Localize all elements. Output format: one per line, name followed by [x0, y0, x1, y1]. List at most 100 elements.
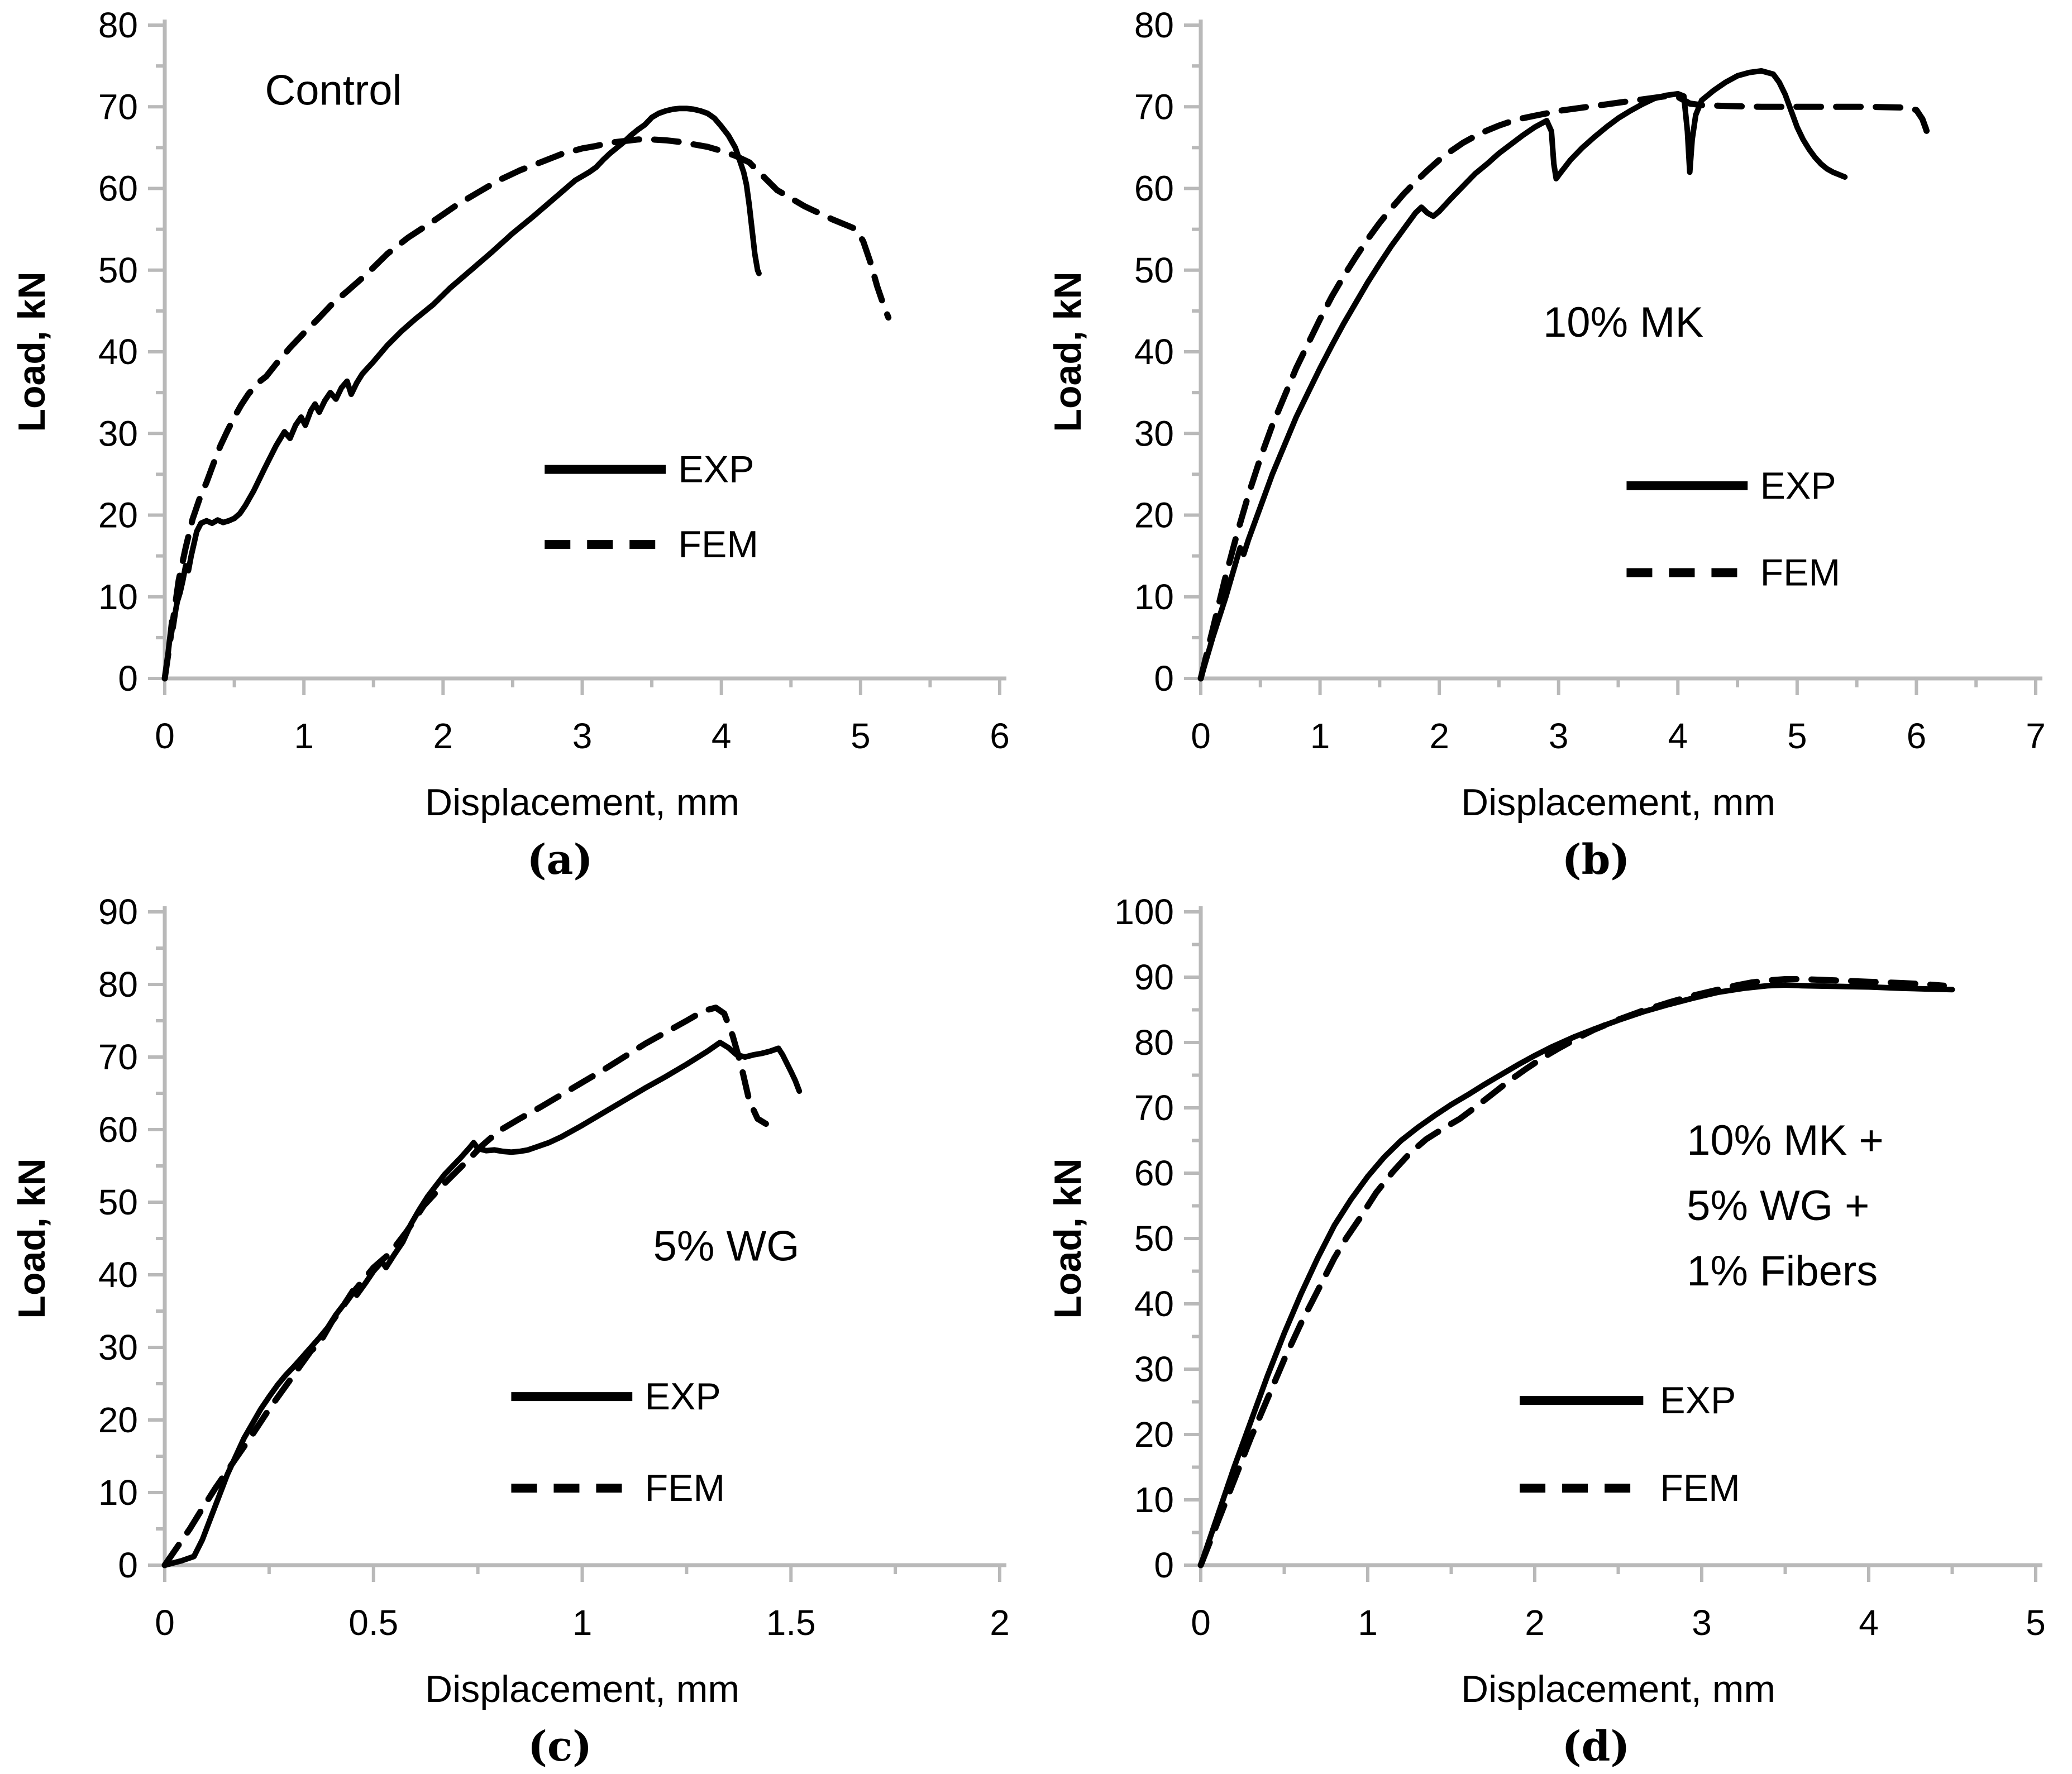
- x-tick-label: 0: [1191, 1603, 1211, 1643]
- series-line-fem: [1197, 976, 1947, 1569]
- legend-label-exp: EXP: [645, 1375, 721, 1418]
- x-tick-label: 7: [2026, 716, 2046, 756]
- chart-panel-a: 0 10 20 30 40 50 60 70 80 0 1 2 3 4 5 6 Displacement, mm…: [0, 0, 1036, 887]
- x-tick-label: 2: [1525, 1603, 1545, 1643]
- x-axis-title: Displacement, mm: [425, 781, 739, 824]
- y-tick-label: 70: [98, 1037, 138, 1077]
- y-tick-label: 70: [98, 87, 138, 127]
- y-tick-label: 90: [1134, 957, 1174, 997]
- y-tick-label: 10: [1134, 577, 1174, 617]
- annotation-line: 10% MK +: [1687, 1117, 1884, 1164]
- y-tick-label: 20: [98, 1400, 138, 1440]
- y-axis-title: Load, kN: [1047, 1158, 1089, 1318]
- y-tick-label: 0: [118, 1545, 138, 1585]
- series-line-fem: [1197, 92, 1932, 682]
- x-tick-label: 1: [572, 1603, 593, 1643]
- x-tick-label: 0.5: [348, 1603, 398, 1643]
- x-tick-label: 0: [1191, 716, 1211, 756]
- annotation-line: 10% MK: [1543, 299, 1703, 346]
- annotation-line: 1% Fibers: [1687, 1247, 1878, 1295]
- chart-a-canvas: 0 10 20 30 40 50 60 70 80 0 1 2 3 4 5 6 Displacement, mm…: [11, 5, 1010, 884]
- y-tick-label: 30: [98, 413, 138, 453]
- x-axis-title: Displacement, mm: [1461, 781, 1775, 824]
- x-tick-label: 6: [990, 716, 1010, 756]
- y-tick-label: 40: [1134, 1284, 1174, 1324]
- y-tick-label: 80: [98, 964, 138, 1005]
- y-tick-label: 100: [1114, 892, 1174, 932]
- y-tick-label: 0: [118, 658, 138, 699]
- x-tick-label: 6: [1907, 716, 1927, 756]
- y-tick-label: 20: [1134, 1414, 1174, 1455]
- y-tick-label: 90: [98, 892, 138, 932]
- y-tick-label: 20: [1134, 495, 1174, 535]
- y-tick-label: 70: [1134, 1088, 1174, 1128]
- chart-b-canvas: 0 10 20 30 40 50 60 70 80 0 1 2 3 4 5 6 7 Displacement, m…: [1047, 5, 2046, 884]
- y-tick-label: 40: [98, 1255, 138, 1295]
- x-tick-label: 3: [1549, 716, 1569, 756]
- x-tick-label: 2: [990, 1603, 1010, 1643]
- y-tick-label: 10: [98, 577, 138, 617]
- y-tick-label: 80: [98, 5, 138, 45]
- series-line-fem: [161, 1005, 769, 1569]
- x-tick-label: 1: [1358, 1603, 1378, 1643]
- series-line-exp: [1198, 68, 1848, 681]
- x-tick-label: 5: [1787, 716, 1807, 756]
- y-tick-label: 80: [1134, 5, 1174, 45]
- x-tick-label: 0: [155, 1603, 175, 1643]
- x-tick-label: 4: [712, 716, 732, 756]
- panel-caption: (b): [1562, 836, 1630, 884]
- y-tick-label: 50: [98, 250, 138, 290]
- y-tick-label: 40: [1134, 332, 1174, 372]
- y-tick-label: 30: [98, 1327, 138, 1367]
- y-tick-label: 20: [98, 495, 138, 535]
- y-tick-label: 80: [1134, 1022, 1174, 1063]
- y-axis-title: Load, kN: [11, 1158, 53, 1318]
- legend-label-exp: EXP: [678, 448, 754, 491]
- panel-caption: (c): [528, 1723, 592, 1771]
- y-tick-label: 50: [1134, 1218, 1174, 1259]
- chart-d-canvas: 0 10 20 30 40 50 60 70 80 90 100 0 1 2 3 4 5 Displacement…: [1047, 892, 2046, 1771]
- x-tick-label: 1.5: [766, 1603, 816, 1643]
- y-tick-label: 70: [1134, 87, 1174, 127]
- y-tick-label: 30: [1134, 1349, 1174, 1389]
- panel-caption: (d): [1562, 1723, 1630, 1771]
- y-tick-label: 30: [1134, 413, 1174, 453]
- x-tick-label: 2: [1429, 716, 1449, 756]
- panel-caption: (a): [527, 836, 593, 884]
- legend-label-exp: EXP: [1660, 1379, 1736, 1422]
- legend-label-fem: FEM: [645, 1467, 725, 1509]
- chart-c-canvas: 0 10 20 30 40 50 60 70 80 90 0 0.5 1 1.5 2 Displacement…: [11, 892, 1010, 1771]
- chart-panel-d: 0 10 20 30 40 50 60 70 80 90 100 0 1 2 3 4 5 Displacement…: [1036, 887, 2072, 1773]
- y-tick-label: 50: [98, 1182, 138, 1222]
- annotation-line: Control: [265, 67, 402, 114]
- chart-panel-b: 0 10 20 30 40 50 60 70 80 0 1 2 3 4 5 6 7 Displacement, m…: [1036, 0, 2072, 887]
- x-tick-label: 3: [1692, 1603, 1712, 1643]
- legend-label-fem: FEM: [678, 523, 758, 566]
- x-tick-label: 3: [572, 716, 593, 756]
- annotation-line: 5% WG +: [1687, 1182, 1869, 1230]
- chart-panel-c: 0 10 20 30 40 50 60 70 80 90 0 0.5 1 1.5 2 Displacement…: [0, 887, 1036, 1773]
- x-axis-title: Displacement, mm: [425, 1668, 739, 1710]
- x-tick-label: 5: [2026, 1603, 2046, 1643]
- series-line-exp: [162, 106, 762, 681]
- y-tick-label: 60: [98, 1110, 138, 1150]
- x-tick-label: 1: [1310, 716, 1330, 756]
- x-tick-label: 2: [433, 716, 453, 756]
- series-line-fem: [161, 136, 892, 682]
- y-axis-title: Load, kN: [11, 271, 53, 432]
- x-axis-title: Displacement, mm: [1461, 1668, 1775, 1710]
- y-tick-label: 0: [1154, 1545, 1174, 1585]
- y-tick-label: 40: [98, 332, 138, 372]
- annotation-line: 5% WG: [653, 1223, 800, 1270]
- x-tick-label: 5: [851, 716, 871, 756]
- y-tick-label: 60: [98, 169, 138, 209]
- y-tick-label: 10: [1134, 1480, 1174, 1520]
- legend-label-fem: FEM: [1660, 1467, 1740, 1509]
- x-tick-label: 1: [294, 716, 314, 756]
- legend-label-exp: EXP: [1760, 465, 1836, 507]
- y-tick-label: 10: [98, 1472, 138, 1513]
- y-axis-title: Load, kN: [1047, 271, 1089, 432]
- y-tick-label: 50: [1134, 250, 1174, 290]
- y-tick-label: 60: [1134, 169, 1174, 209]
